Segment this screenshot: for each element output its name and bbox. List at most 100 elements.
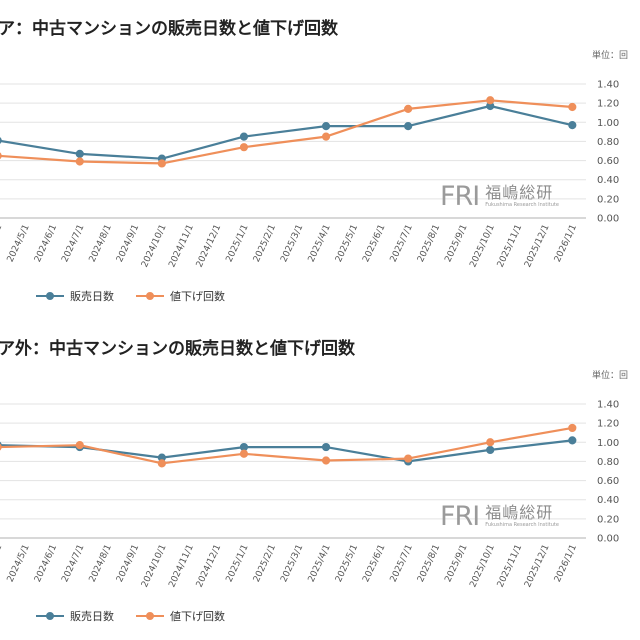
x-tick-label: 2025/4/1 bbox=[307, 543, 333, 584]
y-tick-label: 0.20 bbox=[597, 194, 619, 205]
series-line-cuts bbox=[0, 426, 573, 465]
x-tick-label: 2024/8/1 bbox=[88, 543, 114, 584]
data-point-cuts bbox=[75, 157, 84, 166]
x-tick-label: 2025/1/1 bbox=[225, 223, 251, 264]
y-tick-label: 1.20 bbox=[597, 99, 619, 110]
y-tick-label: 0.00 bbox=[597, 214, 619, 225]
x-tick-label: 2024/11/1 bbox=[167, 223, 196, 269]
x-tick-label: 2025/8/1 bbox=[416, 543, 442, 584]
x-tick-label: 2025/11/1 bbox=[496, 223, 525, 269]
x-tick-label: 2024/9/1 bbox=[115, 223, 141, 264]
x-tick-label: 2024/12/1 bbox=[195, 543, 224, 589]
data-point-cuts bbox=[0, 152, 2, 160]
x-tick-label: 2025/5/1 bbox=[334, 223, 360, 264]
series-line-cuts bbox=[0, 99, 573, 165]
legend-swatch-days bbox=[36, 291, 64, 301]
fri-logo-en: Fukushima Research Institute bbox=[485, 522, 559, 528]
y-tick-label: 0.80 bbox=[597, 457, 619, 468]
line-chart-bottom: 0.00 0.20 0.40 0.60 0.80 1.00 1.20 1.40 2024/4/1… bbox=[0, 400, 619, 589]
x-tick-label: 2024/6/1 bbox=[33, 543, 59, 584]
data-point-cuts bbox=[157, 459, 166, 468]
x-tick-label: 2025/3/1 bbox=[279, 543, 305, 584]
x-tick-label: 2025/12/1 bbox=[523, 223, 552, 269]
x-tick-label: 2024/7/1 bbox=[60, 223, 86, 264]
x-tick-label: 2024/4/1 bbox=[0, 543, 4, 584]
data-point-cuts bbox=[321, 456, 331, 465]
legend-item-days: 販売日数 bbox=[36, 288, 114, 304]
series-line-days bbox=[0, 104, 573, 160]
y-tick-label: 1.40 bbox=[597, 80, 619, 91]
fri-logo-bottom: FRI 福嶋総研 Fukushima Research Institute bbox=[440, 503, 559, 530]
legend-item-days: 販売日数 bbox=[36, 608, 114, 624]
data-point-days bbox=[321, 442, 331, 452]
data-point-days bbox=[486, 445, 495, 455]
data-point-cuts bbox=[239, 449, 249, 458]
x-tick-label: 2024/10/1 bbox=[140, 543, 169, 589]
x-tick-label: 2024/11/1 bbox=[167, 543, 196, 589]
y-tick-label: 0.40 bbox=[597, 495, 619, 506]
fri-logo-en: Fukushima Research Institute bbox=[485, 202, 559, 208]
fri-logo-mark: FRI bbox=[440, 501, 480, 532]
x-tick-label: 2024/6/1 bbox=[33, 223, 59, 264]
fri-logo-top: FRI 福嶋総研 Fukushima Research Institute bbox=[440, 183, 559, 210]
y-tick-label: 1.40 bbox=[597, 400, 619, 411]
x-tick-label: 2024/10/1 bbox=[140, 223, 169, 269]
y-tick-label: 0.60 bbox=[597, 156, 619, 167]
y-tick-label: 1.00 bbox=[597, 438, 619, 449]
x-tick-label: 2025/9/1 bbox=[443, 223, 469, 264]
y-tick-label: 1.20 bbox=[597, 419, 619, 430]
data-point-cuts bbox=[486, 438, 495, 447]
data-point-cuts bbox=[404, 104, 413, 113]
x-tick-label: 2024/7/1 bbox=[60, 543, 86, 584]
x-tick-label: 2025/4/1 bbox=[307, 223, 333, 264]
data-point-days bbox=[239, 442, 249, 452]
legend-swatch-cuts bbox=[136, 291, 164, 301]
y-tick-label: 0.00 bbox=[597, 534, 619, 545]
x-tick-label: 2025/10/1 bbox=[468, 543, 497, 589]
x-tick-label: 2025/6/1 bbox=[361, 223, 387, 264]
legend-item-cuts: 値下げ回数 bbox=[136, 288, 225, 304]
fri-logo-mark: FRI bbox=[440, 181, 480, 212]
data-point-days bbox=[0, 137, 2, 144]
y-tick-label: 1.00 bbox=[597, 118, 619, 129]
data-point-cuts bbox=[321, 132, 331, 141]
chart-panel-top: 0.00 0.20 0.40 0.60 0.80 1.00 1.20 1.40 2024/4/1… bbox=[0, 19, 628, 304]
fri-logo-jp: 福嶋総研 bbox=[485, 503, 554, 522]
x-tick-label: 2025/6/1 bbox=[361, 543, 387, 584]
line-chart-top: 0.00 0.20 0.40 0.60 0.80 1.00 1.20 1.40 2024/4/1… bbox=[0, 80, 619, 269]
x-tick-label: 2024/5/1 bbox=[6, 223, 32, 264]
x-tick-label: 2025/1/1 bbox=[225, 543, 251, 584]
data-point-cuts bbox=[0, 443, 2, 451]
x-tick-label: 2025/10/1 bbox=[468, 223, 497, 269]
x-tick-label: 2025/11/1 bbox=[496, 543, 525, 589]
legend-label-days: 販売日数 bbox=[70, 290, 114, 303]
x-tick-label: 2026/1/1 bbox=[553, 543, 579, 584]
chart-title-top: ア：中古マンションの販売日数と値下げ回数 bbox=[0, 19, 338, 39]
legend-label-days: 販売日数 bbox=[70, 610, 114, 623]
fri-logo-jp: 福嶋総研 bbox=[485, 183, 554, 202]
x-tick-label: 2024/12/1 bbox=[195, 223, 224, 269]
legend-swatch-days bbox=[36, 611, 64, 621]
y-tick-label: 0.80 bbox=[597, 137, 619, 148]
data-point-cuts bbox=[75, 441, 84, 450]
chart-panel-bottom: 0.00 0.20 0.40 0.60 0.80 1.00 1.20 1.40 2024/4/1… bbox=[0, 320, 640, 640]
unit-label-top: 単位：回 bbox=[591, 51, 628, 61]
x-tick-label: 2025/12/1 bbox=[523, 543, 552, 589]
data-point-cuts bbox=[486, 96, 495, 105]
data-point-days bbox=[75, 149, 84, 158]
unit-label-bottom: 単位：回 bbox=[591, 371, 628, 381]
x-tick-label: 2024/9/1 bbox=[115, 543, 141, 584]
x-tick-label: 2025/2/1 bbox=[252, 543, 278, 584]
x-tick-label: 2024/8/1 bbox=[88, 223, 114, 264]
chart-title-bottom: ア外：中古マンションの販売日数と値下げ回数 bbox=[0, 339, 355, 359]
data-point-days bbox=[239, 132, 249, 141]
legend-top: 販売日数 値下げ回数 bbox=[36, 288, 225, 304]
x-tick-label: 2025/7/1 bbox=[389, 543, 415, 584]
data-point-cuts bbox=[568, 423, 577, 433]
x-tick-label: 2024/4/1 bbox=[0, 223, 4, 264]
legend-label-cuts: 値下げ回数 bbox=[170, 610, 225, 623]
x-tick-label: 2025/9/1 bbox=[443, 543, 469, 584]
data-point-cuts bbox=[404, 454, 413, 463]
x-tick-label: 2025/7/1 bbox=[389, 223, 415, 264]
data-point-cuts bbox=[239, 143, 249, 152]
